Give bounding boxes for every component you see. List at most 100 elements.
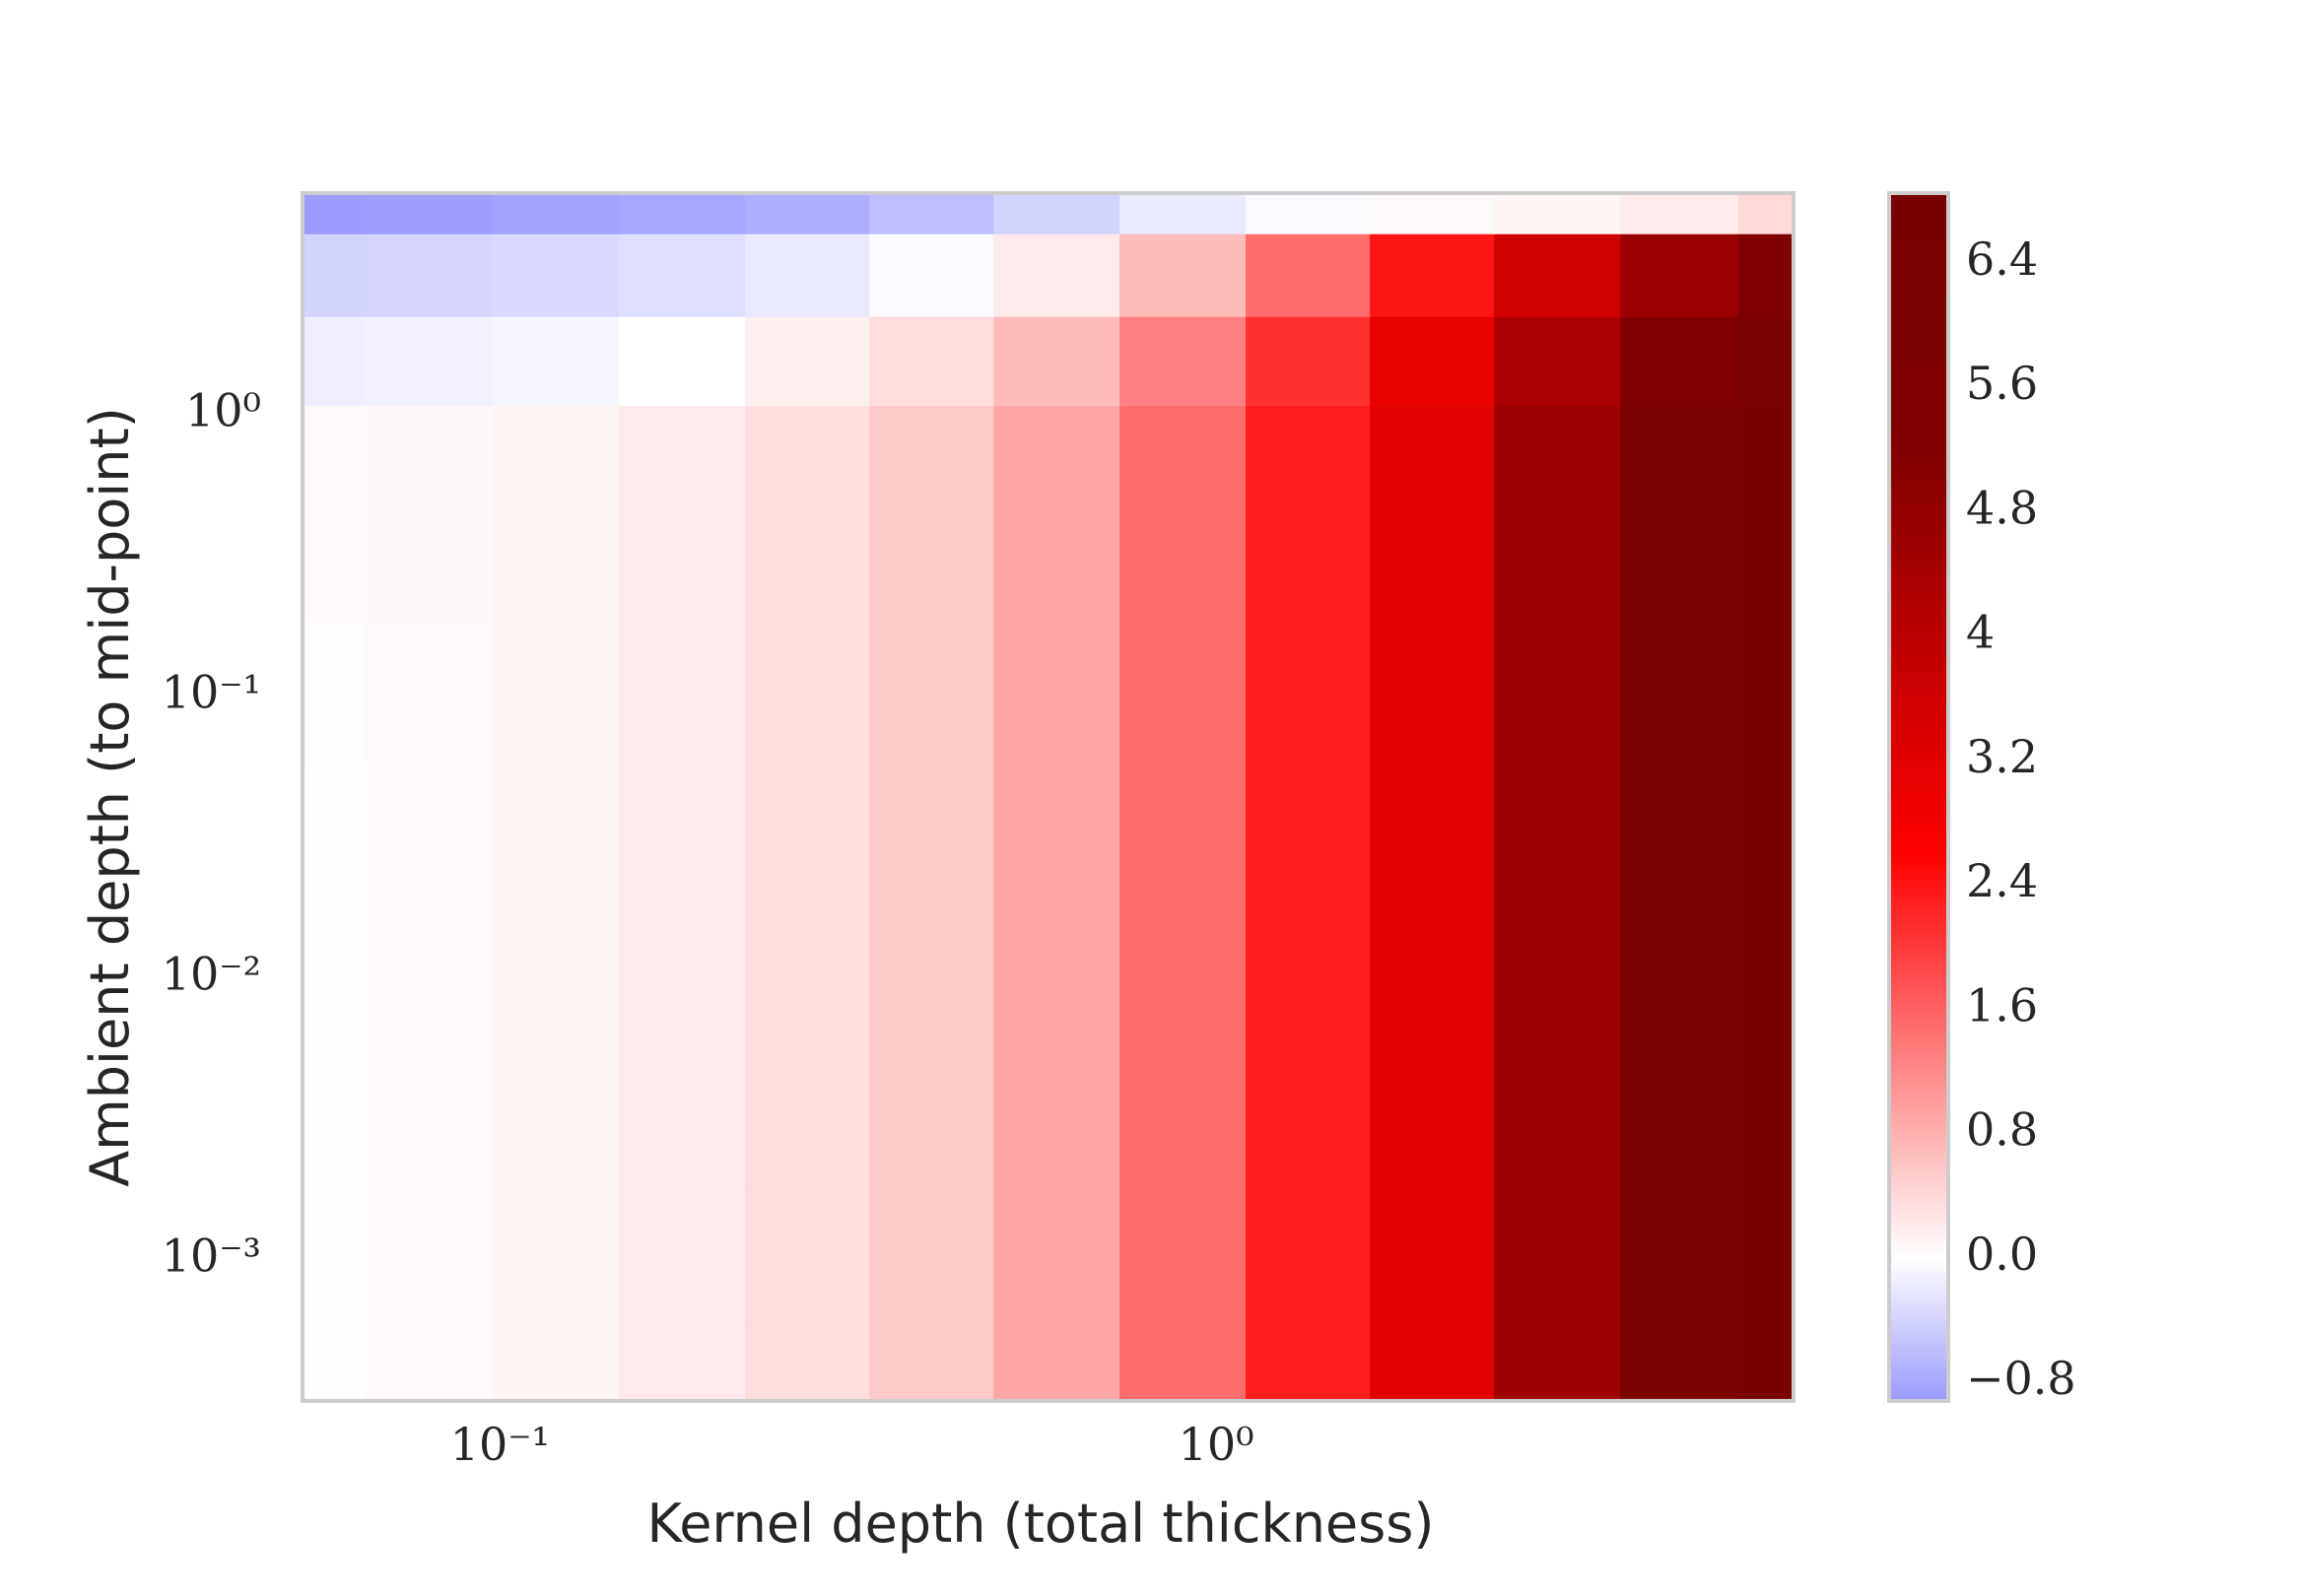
cell [1620,1185,1740,1328]
y-tick-label: 10⁰ [185,383,261,436]
cell [1494,903,1622,1046]
cell [1494,1044,1622,1187]
cell [869,763,995,905]
cell [1370,1044,1496,1187]
colorbar-tick-label: 3.2 [1966,730,2038,783]
cell [493,233,621,317]
cell [745,1044,871,1187]
y-tick-label: 10⁻³ [162,1229,261,1282]
cell [869,1326,995,1401]
cell [745,233,871,317]
cell [1494,1326,1622,1401]
cell [745,763,871,905]
cell [1246,1185,1372,1328]
cell [1246,1044,1372,1187]
cell [993,502,1121,624]
cell [1370,903,1496,1046]
cell [493,315,621,407]
colorbar-tick-label: 4 [1966,606,1995,659]
colorbar-tick-label: −0.8 [1966,1352,2076,1405]
cell [493,1044,621,1187]
cell [1737,233,1794,317]
cell [619,1185,747,1328]
cell [303,1326,368,1401]
cell [1370,1326,1496,1401]
x-axis-label: Kernel depth (total thickness) [646,1493,1434,1555]
cell [1246,622,1372,765]
cell [745,404,871,505]
cell [303,1185,368,1328]
cell [1620,903,1740,1046]
cell [1494,1185,1622,1328]
cell [366,193,495,234]
cell [1119,404,1248,505]
cell [366,763,495,905]
cell [993,1326,1121,1401]
colorbar-tick-label: 2.4 [1966,854,2038,907]
cell [619,404,747,505]
cell [619,1326,747,1401]
cell [993,193,1121,234]
cell [303,1044,368,1187]
cell [1620,404,1740,505]
y-tick-label: 10⁻² [162,947,261,1000]
cell [1119,1044,1248,1187]
cell [1119,502,1248,624]
cell [1620,193,1740,234]
cell [869,1044,995,1187]
cell [869,193,995,234]
cell [493,903,621,1046]
cell [869,502,995,624]
cell [993,1185,1121,1328]
cell [745,315,871,407]
cell [303,903,368,1046]
cell [993,315,1121,407]
y-tick-label: 10⁻¹ [162,665,261,718]
cell [493,1185,621,1328]
cell [619,763,747,905]
cell [1737,763,1794,905]
colorbar-tick-label: 5.6 [1966,357,2038,410]
cell [745,903,871,1046]
cell [493,193,621,234]
cell [745,622,871,765]
cell [1246,763,1372,905]
cell [993,233,1121,317]
cell [1119,233,1248,317]
cell [1119,903,1248,1046]
plot-area [303,193,1794,1401]
cell [619,903,747,1046]
cell [303,622,368,765]
cell [1737,315,1794,407]
cell [1620,622,1740,765]
cell [1620,502,1740,624]
cell [366,1044,495,1187]
cell [1119,1185,1248,1328]
cell [1119,763,1248,905]
cell [993,404,1121,505]
cell [1737,903,1794,1046]
cell [1246,233,1372,317]
cell [745,1326,871,1401]
cell [869,404,995,505]
cell [1737,1044,1794,1187]
cell [1370,315,1496,407]
cell [1737,193,1794,234]
cell [1620,315,1740,407]
cell [993,622,1121,765]
cell [1737,622,1794,765]
cell [1246,404,1372,505]
cell [1370,763,1496,905]
axes-frame [301,191,1795,1403]
colorbar-tick-label: 1.6 [1966,978,2038,1031]
cell [1620,763,1740,905]
cell [303,404,368,505]
cell [1119,622,1248,765]
cell [869,315,995,407]
colorbar-tick-label: 0.8 [1966,1103,2038,1157]
cell [1620,1326,1740,1401]
cell [366,1185,495,1328]
y-axis-label: Ambient depth (to mid-point) [79,407,141,1187]
cell [303,233,368,317]
cell [303,193,368,234]
